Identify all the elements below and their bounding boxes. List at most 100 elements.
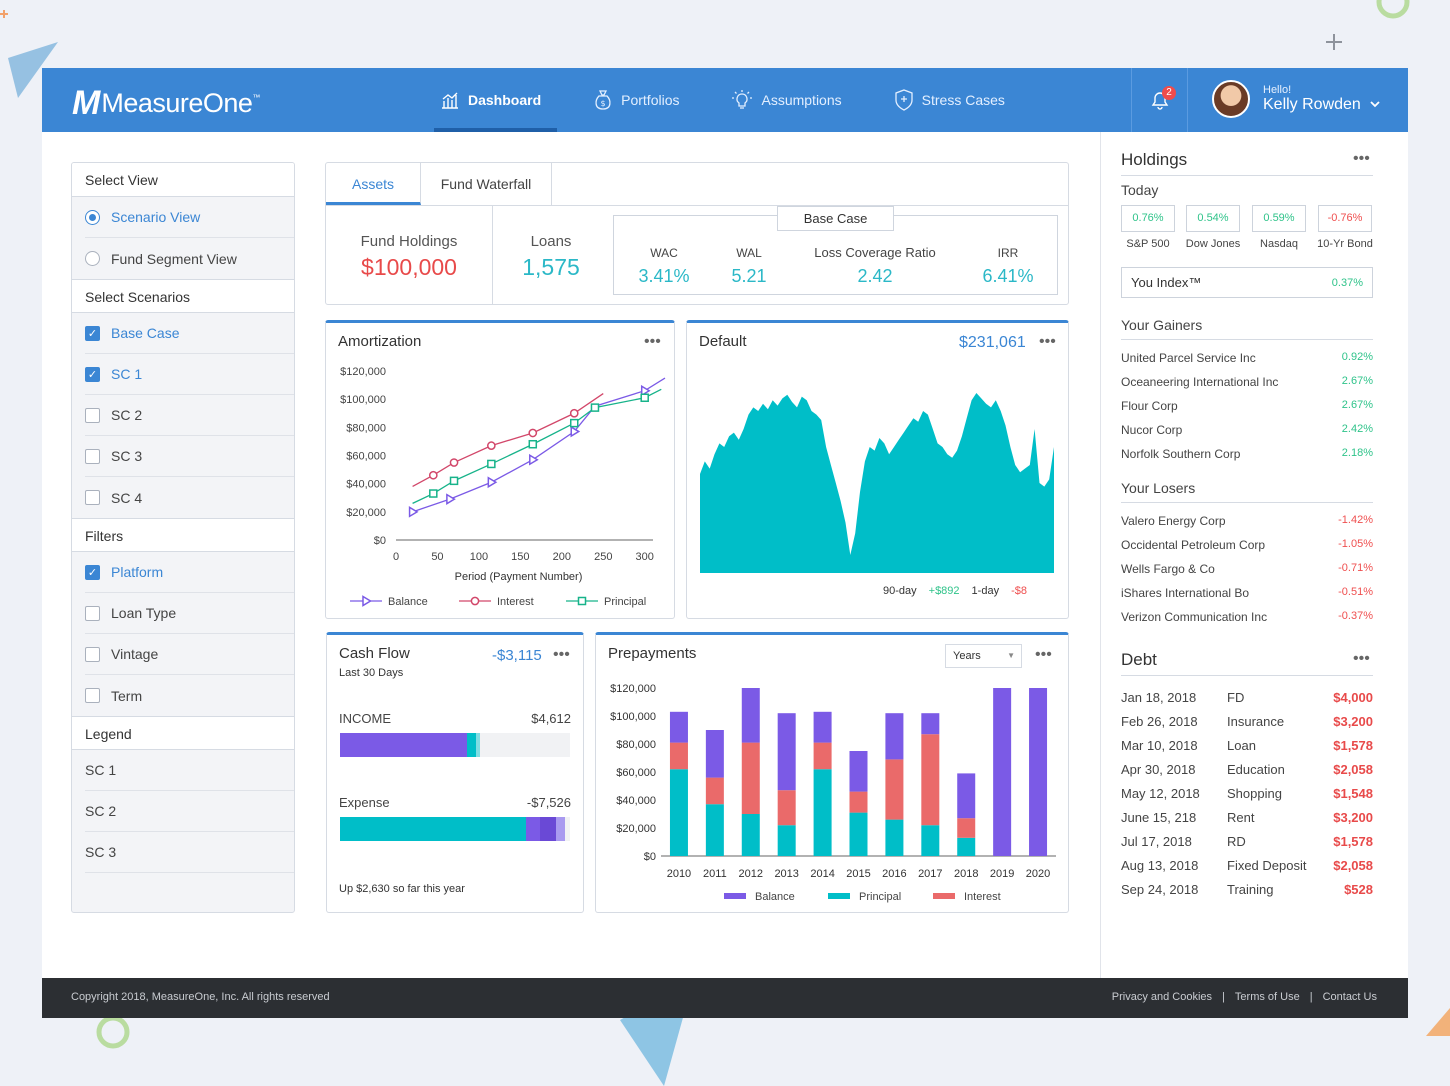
radio-unselected[interactable] [85,251,100,266]
checkbox-checked[interactable]: ✓ [85,564,100,580]
checkbox-unchecked[interactable] [85,646,100,662]
gainer-row[interactable]: Nucor Corp 2.42% [1121,423,1373,437]
scenario-sc4[interactable]: SC 4 [85,477,294,518]
y-tick-label: $20,000 [346,507,386,519]
link-terms[interactable]: Terms of Use [1234,991,1300,1003]
legend-swatch [933,893,955,899]
debt-amount: $2,058 [1333,858,1373,873]
y-tick-label: $60,000 [346,451,386,463]
stock-change: 2.42% [1341,423,1373,435]
debt-row[interactable]: Feb 26, 2018 Insurance $3,200 [1121,714,1373,729]
scenario-sc1[interactable]: ✓ SC 1 [85,354,294,395]
scenario-sc2[interactable]: SC 2 [85,395,294,436]
bar-balance [669,711,688,743]
link-separator: | [1309,991,1313,1003]
holdings-today: Today [1121,182,1159,198]
more-options-icon[interactable]: ••• [553,646,570,663]
scenario-base-case[interactable]: ✓ Base Case [85,313,294,354]
bell-icon [1151,92,1168,110]
debt-date: Mar 10, 2018 [1121,738,1198,753]
user-menu[interactable]: Hello! Kelly Rowden [1212,80,1381,118]
x-tick-label: 2019 [990,868,1014,880]
checkbox-unchecked[interactable] [85,490,100,505]
debt-amount: $3,200 [1333,714,1373,729]
gainer-row[interactable]: Norfolk Southern Corp 2.18% [1121,447,1373,461]
loser-row[interactable]: Occidental Petroleum Corp -1.05% [1121,538,1373,552]
bar-balance [813,711,832,743]
metric-irr: IRR 6.41% [978,246,1038,287]
user-name: Kelly Rowden [1263,96,1361,113]
view-option-fund-segment[interactable]: Fund Segment View [85,238,294,279]
filter-platform[interactable]: ✓ Platform [85,552,294,593]
data-point [408,506,419,518]
income-label: INCOME [339,711,391,726]
notifications-button[interactable]: 2 [1131,68,1188,132]
debt-row[interactable]: Jan 18, 2018 FD $4,000 [1121,690,1373,705]
nav-dashboard[interactable]: Dashboard [434,68,558,132]
loser-row[interactable]: Wells Fargo & Co -0.71% [1121,562,1373,576]
scenario-sc3[interactable]: SC 3 [85,436,294,477]
nav-portfolios[interactable]: $ Portfolios [587,68,695,132]
debt-row[interactable]: Sep 24, 2018 Training $528 [1121,882,1373,897]
checkbox-unchecked[interactable] [85,407,100,423]
checkbox-unchecked[interactable] [85,688,100,703]
loser-row[interactable]: Valero Energy Corp -1.42% [1121,514,1373,528]
brand-logo[interactable]: M MeasureOne ™ [72,84,260,123]
bar-principal [957,837,976,856]
y-tick-label: $60,000 [616,767,656,779]
nav-assumptions[interactable]: Assumptions [725,68,857,132]
more-options-icon[interactable]: ••• [1353,150,1370,167]
debt-row[interactable]: May 12, 2018 Shopping $1,548 [1121,786,1373,801]
more-options-icon[interactable]: ••• [644,333,661,350]
index-label: Dow Jones [1185,238,1241,250]
losers-title: Your Losers [1121,480,1196,496]
summary-panel: Assets Fund Waterfall Fund Holdings $100… [325,162,1069,305]
more-options-icon[interactable]: ••• [1035,646,1052,663]
more-options-icon[interactable]: ••• [1039,333,1056,350]
x-axis-title: Period (Payment Number) [455,571,583,583]
default-card: Default $231,061 ••• 90-day +$892 1-day … [686,320,1069,619]
gainer-row[interactable]: Oceaneering International Inc 2.67% [1121,375,1373,389]
default-total: $231,061 [959,334,1026,351]
bar-principal [813,769,832,856]
legend-marker [362,595,372,607]
link-contact[interactable]: Contact Us [1322,991,1377,1003]
bar-balance [705,730,724,778]
checkbox-checked[interactable]: ✓ [85,325,100,341]
link-privacy[interactable]: Privacy and Cookies [1111,991,1213,1003]
gainer-row[interactable]: United Parcel Service Inc 0.92% [1121,351,1373,365]
checkbox-unchecked[interactable] [85,448,100,464]
bar-interest [669,742,688,770]
view-option-scenario[interactable]: Scenario View [85,197,294,238]
data-point [449,458,459,467]
debt-row[interactable]: Mar 10, 2018 Loan $1,578 [1121,738,1373,753]
nav-stress-cases[interactable]: Stress Cases [888,68,1021,132]
checkbox-unchecked[interactable] [85,605,100,621]
checkbox-checked[interactable]: ✓ [85,366,100,382]
lightbulb-icon [732,90,753,109]
metric-label: IRR [997,246,1019,260]
debt-row[interactable]: Aug 13, 2018 Fixed Deposit $2,058 [1121,858,1373,873]
loser-row[interactable]: iShares International Bo -0.51% [1121,586,1373,600]
period-dropdown[interactable]: Years ▼ [945,644,1022,668]
bar-balance [777,713,796,791]
loser-row[interactable]: Verizon Communication Inc -0.37% [1121,610,1373,624]
gainer-row[interactable]: Flour Corp 2.67% [1121,399,1373,413]
debt-amount: $4,000 [1333,690,1373,705]
filter-vintage[interactable]: Vintage [85,634,294,675]
prepayments-card: Prepayments Years ▼ ••• $0 $20,000 $40,000… [595,632,1069,913]
more-options-icon[interactable]: ••• [1353,650,1370,667]
debt-row[interactable]: Jul 17, 2018 RD $1,578 [1121,834,1373,849]
bar-principal [921,825,940,856]
tab-assets[interactable]: Assets [326,163,421,205]
filter-term[interactable]: Term [85,675,294,716]
radio-selected[interactable] [85,209,100,225]
debt-type: Shopping [1227,786,1282,801]
debt-row[interactable]: June 15, 218 Rent $3,200 [1121,810,1373,825]
nav-portfolios-label: Portfolios [621,92,680,108]
x-tick-label: 50 [431,551,443,563]
tab-fund-waterfall[interactable]: Fund Waterfall [421,163,552,205]
debt-row[interactable]: Apr 30, 2018 Education $2,058 [1121,762,1373,777]
filter-loan-type[interactable]: Loan Type [85,593,294,634]
expense-bar [340,817,570,841]
